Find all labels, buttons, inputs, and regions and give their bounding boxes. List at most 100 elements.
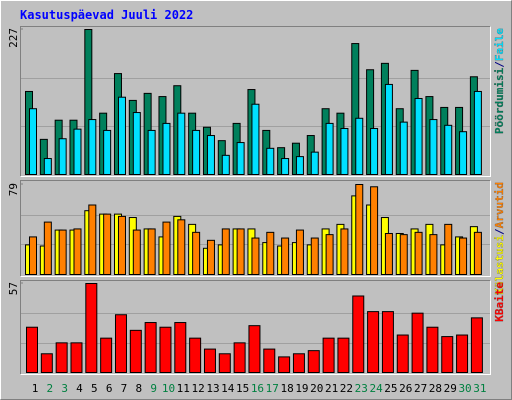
x-tick-label: 31: [473, 382, 486, 395]
bar: [384, 232, 393, 275]
bar: [144, 322, 157, 374]
x-tick-label: 3: [61, 382, 68, 395]
bar: [444, 223, 453, 275]
bar: [192, 231, 201, 275]
bar: [322, 337, 335, 373]
bar: [411, 312, 424, 373]
bar: [414, 231, 423, 275]
bar: [266, 147, 275, 176]
bar: [55, 342, 68, 374]
bar: [370, 186, 379, 276]
bar: [132, 229, 141, 276]
bar: [381, 311, 394, 373]
bar: [70, 342, 83, 374]
bar: [103, 129, 112, 175]
x-tick-label: 14: [221, 382, 235, 395]
x-tick-label: 28: [429, 382, 442, 395]
bar: [414, 97, 423, 175]
bar: [221, 228, 230, 275]
chart-title: Kasutuspäevad Juuli 2022: [20, 8, 193, 22]
bar: [103, 213, 112, 275]
bar: [384, 83, 393, 175]
bar: [26, 326, 38, 373]
bar: [88, 204, 97, 275]
panel-shadow: [20, 26, 491, 177]
bar: [263, 348, 276, 374]
x-tick-label: 26: [399, 382, 412, 395]
bar: [399, 121, 408, 175]
panel-shadow: [20, 280, 491, 375]
bar: [206, 135, 215, 176]
bar: [295, 229, 304, 276]
x-tick-label: 9: [150, 382, 157, 395]
bar: [355, 184, 364, 275]
bar: [266, 231, 275, 275]
bar: [85, 283, 98, 373]
x-tick-label: 16: [251, 382, 264, 395]
x-tick-label: 17: [266, 382, 279, 395]
bar: [426, 326, 439, 373]
x-tick-label: 18: [280, 382, 293, 395]
bar: [295, 156, 304, 175]
y-tick-label: 79: [7, 183, 20, 196]
bar: [325, 122, 334, 176]
bar: [441, 336, 454, 373]
x-tick-label: 22: [340, 382, 353, 395]
bar: [162, 122, 171, 176]
bar: [307, 350, 320, 373]
legend-separator: /: [493, 61, 506, 68]
x-tick-label: 6: [106, 382, 113, 395]
y-tick-label: 227: [7, 28, 20, 48]
bar: [473, 231, 482, 275]
bar: [147, 228, 156, 275]
bar: [117, 215, 126, 275]
bar: [117, 96, 126, 175]
legend-entry: Külastusi: [493, 235, 506, 295]
bar: [459, 131, 468, 175]
legend-entry: KBaite: [493, 282, 506, 322]
bar: [310, 151, 319, 176]
bar: [352, 295, 365, 374]
legend-entry: Arvutid: [493, 182, 506, 228]
x-tick-label: 29: [444, 382, 457, 395]
x-tick-label: 25: [384, 382, 397, 395]
x-tick-label: 10: [162, 382, 175, 395]
bar: [43, 158, 52, 176]
bar: [251, 237, 260, 275]
bar: [100, 337, 113, 373]
bar: [310, 237, 319, 275]
bar: [470, 317, 483, 374]
bar: [236, 142, 245, 176]
legend: Külastusi/Arvutid: [493, 182, 506, 295]
bar: [43, 221, 52, 276]
bar: [159, 326, 172, 373]
bar: [444, 124, 453, 175]
bar: [177, 219, 186, 275]
x-tick-label: 4: [76, 382, 83, 395]
x-tick-label: 8: [135, 382, 142, 395]
x-tick-label: 5: [91, 382, 98, 395]
bar: [40, 353, 53, 373]
panel-light: [20, 180, 491, 277]
bar: [192, 129, 201, 175]
bar: [206, 239, 215, 275]
bar: [459, 237, 468, 275]
bar: [396, 334, 409, 373]
bar: [221, 154, 230, 176]
x-tick-label: 27: [414, 382, 427, 395]
bar: [29, 236, 37, 275]
legend: KBaite: [493, 282, 506, 322]
bar: [340, 128, 349, 175]
bar: [429, 234, 438, 276]
bar: [58, 229, 67, 276]
bar: [292, 353, 305, 373]
x-tick-label: 15: [236, 382, 249, 395]
bar: [73, 128, 82, 176]
bar: [473, 90, 482, 175]
y-tick-label: 57: [7, 282, 20, 295]
bar: [337, 337, 350, 373]
x-tick-label: 7: [121, 382, 128, 395]
bar: [248, 325, 261, 374]
